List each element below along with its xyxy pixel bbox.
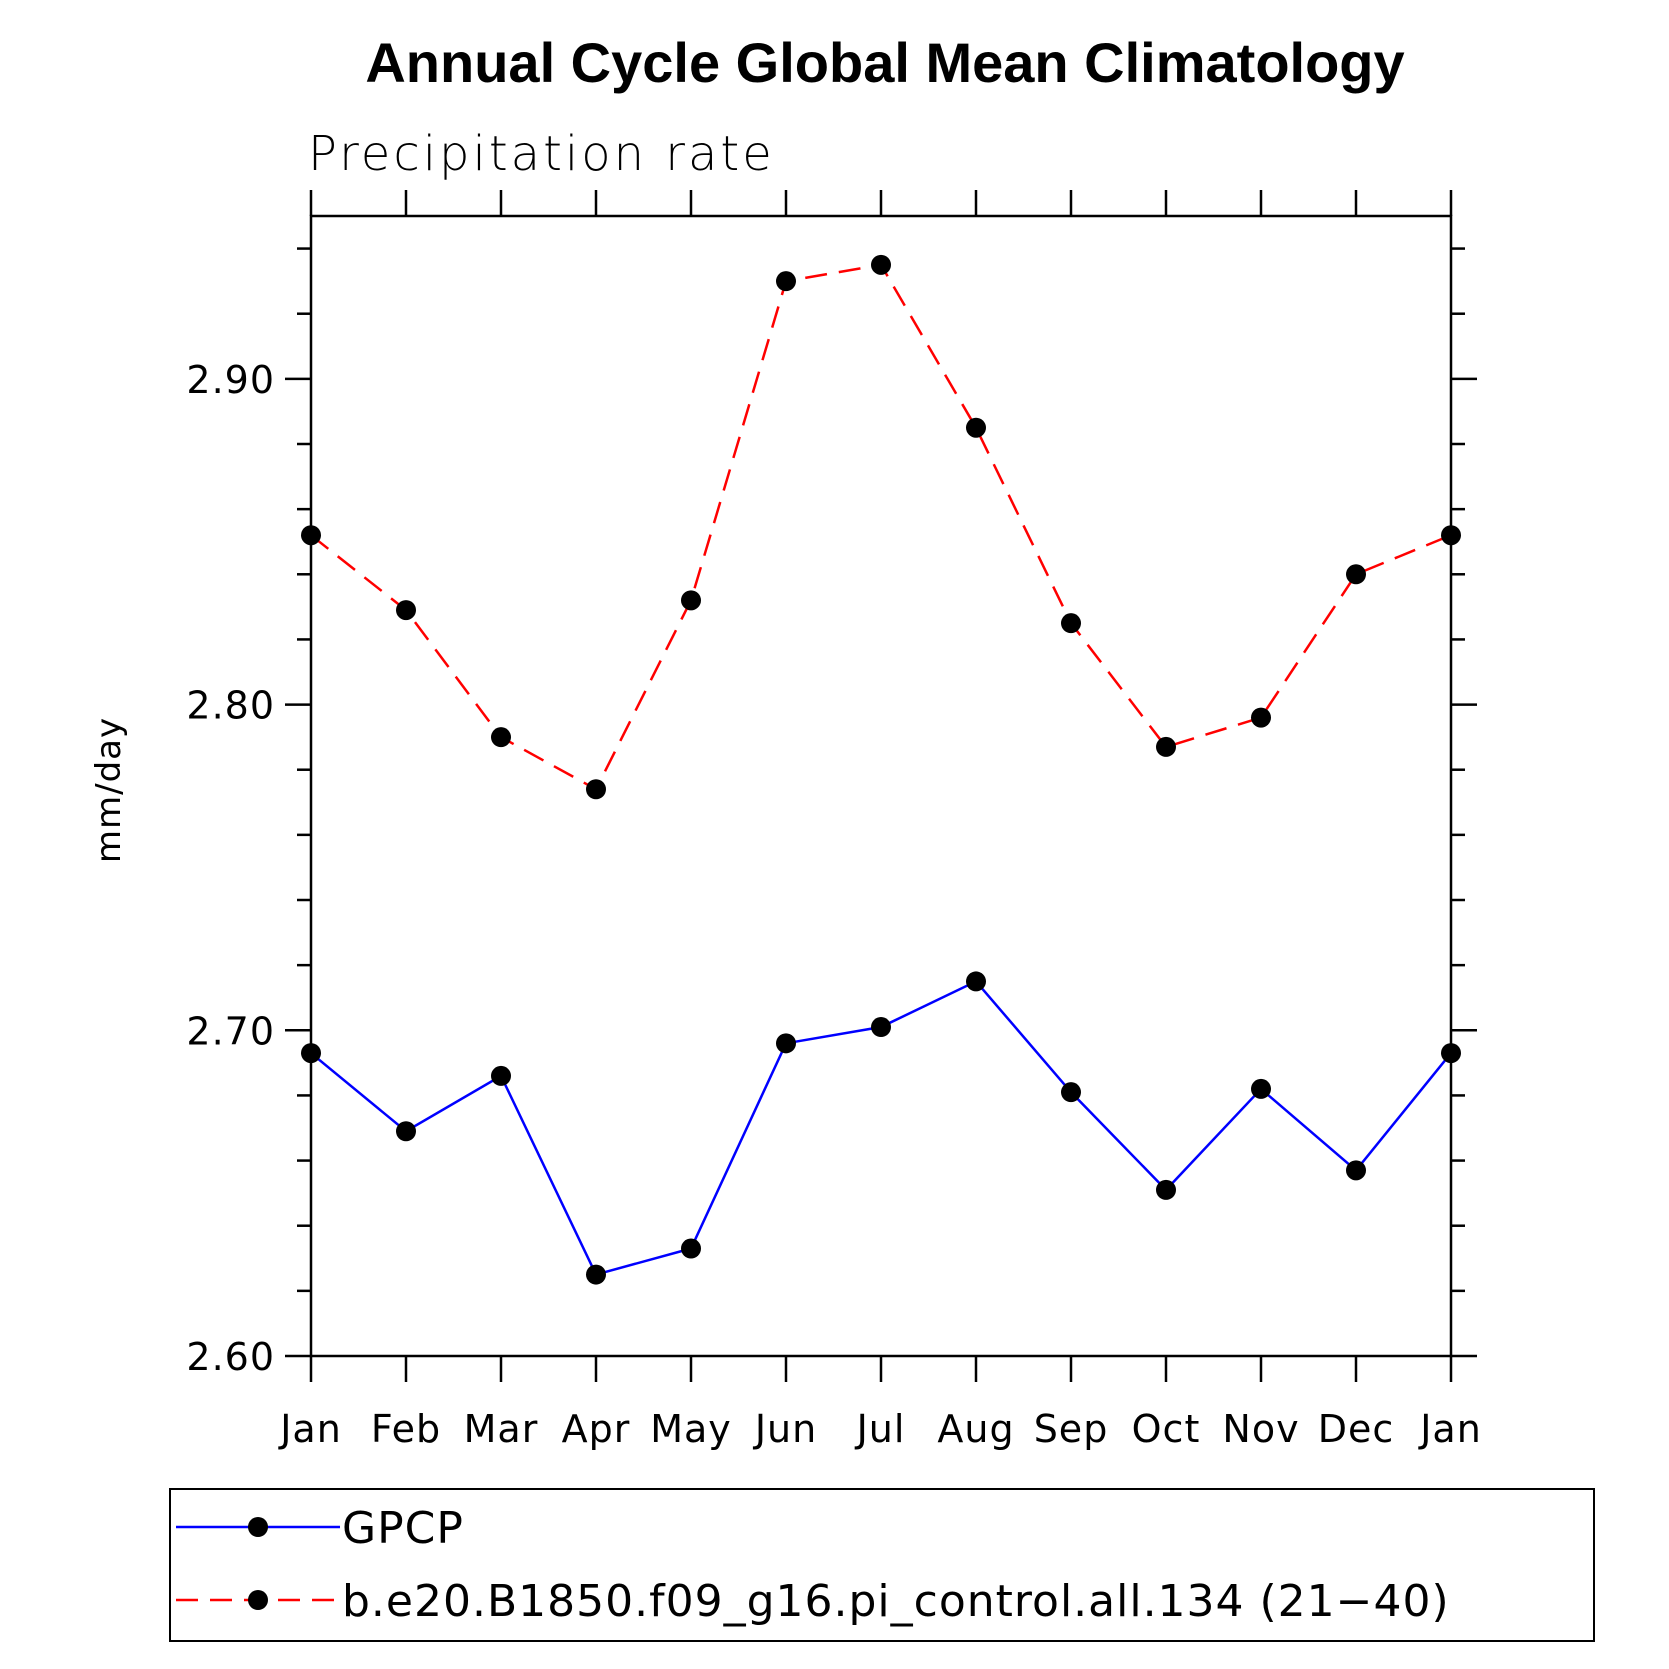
legend-marker-gpcp — [248, 1517, 268, 1537]
series-layer — [301, 254, 1461, 1285]
x-tick-label: Aug — [937, 1407, 1014, 1451]
x-tick-label: Jul — [855, 1407, 906, 1451]
legend-marker-model — [248, 1590, 268, 1610]
chart-title: Annual Cycle Global Mean Climatology — [365, 31, 1404, 94]
series-1-point — [1441, 525, 1461, 546]
y-axis-label: mm/day — [89, 717, 129, 863]
series-1-point — [1061, 613, 1081, 634]
series-1-point — [586, 779, 606, 800]
x-tick-labels: Jan Feb Mar Apr May Jun Jul Aug Sep Oct Nov Dec Jan — [278, 1407, 1482, 1451]
legend-label-gpcp: GPCP — [342, 1503, 464, 1554]
x-tick-label: Jan — [278, 1407, 342, 1451]
series-0-point — [681, 1238, 701, 1259]
legend-label-model: b.e20.B1850.f09_g16.pi_control.all.134 (… — [342, 1576, 1450, 1627]
legend: GPCP b.e20.B1850.f09_g16.pi_control.all.… — [169, 1488, 1595, 1642]
series-1-point — [1346, 564, 1366, 585]
x-tick-label: Sep — [1034, 1407, 1109, 1451]
x-tick-label: May — [650, 1407, 732, 1451]
series-1-point — [301, 525, 321, 546]
legend-box — [169, 1488, 1595, 1642]
x-tick-label: Apr — [562, 1407, 631, 1451]
series-0-point — [1061, 1082, 1081, 1103]
series-1-point — [871, 254, 891, 275]
series-0-point — [491, 1065, 511, 1086]
x-tick-label: Feb — [371, 1407, 441, 1451]
series-0-point — [301, 1043, 321, 1064]
x-tick-label: Jan — [1418, 1407, 1482, 1451]
series-0-point — [1156, 1179, 1176, 1200]
series-0-point — [871, 1017, 891, 1038]
y-tick-label: 2.60 — [186, 1335, 275, 1379]
series-0-point — [1251, 1078, 1271, 1099]
x-tick-label: Jun — [753, 1407, 817, 1451]
chart-subtitle: Precipitation rate — [308, 126, 775, 182]
series-1-point — [1251, 707, 1271, 728]
series-1-point — [396, 600, 416, 621]
x-tick-label: Oct — [1132, 1407, 1201, 1451]
series-1-point — [776, 271, 796, 292]
y-tick-labels: 2.60 2.70 2.80 2.90 — [186, 358, 275, 1379]
plot-border — [309, 214, 1453, 1358]
series-1-point — [681, 590, 701, 611]
series-line-1 — [310, 263, 1452, 791]
x-tick-label: Mar — [464, 1407, 539, 1451]
series-1-point — [491, 727, 511, 748]
series-0-point — [396, 1121, 416, 1142]
series-1-point — [1156, 736, 1176, 757]
series-0-point — [966, 971, 986, 992]
y-tick-label: 2.70 — [186, 1009, 275, 1053]
x-tick-label: Nov — [1222, 1407, 1299, 1451]
x-tick-label: Dec — [1318, 1407, 1395, 1451]
y-tick-label: 2.90 — [186, 358, 275, 402]
plot-frame — [309, 214, 1453, 1358]
series-1-point — [966, 417, 986, 438]
series-0-point — [776, 1033, 796, 1054]
y-tick-label: 2.80 — [186, 684, 275, 728]
series-0-point — [1346, 1160, 1366, 1181]
series-0-point — [1441, 1043, 1461, 1064]
series-0-point — [586, 1264, 606, 1285]
axis-ticks — [285, 190, 1477, 1382]
